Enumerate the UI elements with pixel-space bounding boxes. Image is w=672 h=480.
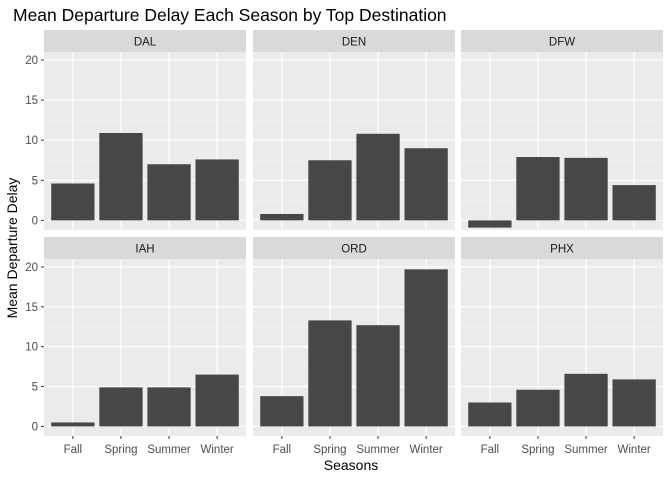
- facet-label: PHX: [550, 244, 574, 256]
- x-tick-label: Fall: [64, 444, 83, 456]
- y-tick-label: 20: [25, 55, 38, 67]
- bar-iah-summer: [147, 387, 191, 427]
- y-tick-label: 5: [32, 382, 38, 394]
- bar-dal-winter: [195, 159, 239, 221]
- bar-dfw-spring: [516, 157, 560, 221]
- x-tick-label: Fall: [481, 444, 500, 456]
- bar-phx-summer: [564, 373, 608, 427]
- bar-den-fall: [260, 213, 304, 221]
- bar-dfw-summer: [564, 157, 608, 221]
- x-tick-label: Spring: [104, 444, 137, 456]
- facet-strip: [461, 30, 663, 52]
- bar-dal-summer: [147, 164, 191, 221]
- y-tick-label: 15: [25, 302, 38, 314]
- bar-phx-fall: [468, 402, 512, 427]
- bar-den-spring: [308, 160, 352, 221]
- y-axis-title: Mean Departure Delay: [4, 178, 20, 319]
- y-tick-label: 10: [25, 342, 38, 354]
- bar-dfw-winter: [612, 185, 656, 221]
- bar-phx-spring: [516, 389, 560, 427]
- x-tick-label: Spring: [521, 444, 554, 456]
- y-tick-label: 10: [25, 135, 38, 147]
- facet-strip: [253, 30, 455, 52]
- bar-phx-winter: [612, 379, 656, 427]
- bar-iah-spring: [99, 387, 143, 427]
- chart-title: Mean Departure Delay Each Season by Top …: [13, 5, 447, 25]
- x-tick-label: Winter: [201, 444, 234, 456]
- y-tick-label: 15: [25, 95, 38, 107]
- bar-den-winter: [404, 148, 448, 221]
- x-tick-label: Winter: [618, 444, 651, 456]
- bar-iah-winter: [195, 374, 239, 427]
- y-tick-label: 20: [25, 262, 38, 274]
- bar-den-summer: [356, 133, 400, 221]
- x-tick-label: Summer: [147, 444, 191, 456]
- x-axis-title: Seasons: [324, 457, 378, 473]
- x-tick-label: Summer: [356, 444, 400, 456]
- x-tick-label: Summer: [564, 444, 608, 456]
- y-tick-label: 5: [32, 175, 38, 187]
- y-tick-label: 0: [32, 421, 38, 433]
- bar-ord-spring: [308, 320, 352, 427]
- bar-ord-summer: [356, 325, 400, 427]
- facet-label: DEN: [342, 37, 366, 49]
- y-tick-label: 0: [32, 215, 38, 227]
- facet-strip: [44, 30, 246, 52]
- facet-strip: [253, 237, 455, 259]
- bar-dfw-fall: [468, 220, 512, 228]
- bar-dal-spring: [99, 132, 143, 221]
- facet-strip: [461, 237, 663, 259]
- x-tick-label: Winter: [410, 444, 443, 456]
- bar-iah-fall: [51, 422, 95, 427]
- bar-ord-fall: [260, 396, 304, 427]
- facet-strip: [44, 237, 246, 259]
- facet-label: DAL: [134, 37, 157, 49]
- facet-label: IAH: [135, 244, 154, 256]
- x-tick-label: Spring: [313, 444, 346, 456]
- facet-panels: DAL 0 5 10 15 20 DEN DFW IAH 0 5 10 15 20 Fall Spring Su…: [25, 30, 663, 456]
- facet-label: DFW: [549, 37, 575, 49]
- bar-dal-fall: [51, 183, 95, 221]
- bar-ord-winter: [404, 269, 448, 427]
- x-tick-label: Fall: [273, 444, 292, 456]
- facet-label: ORD: [341, 244, 367, 256]
